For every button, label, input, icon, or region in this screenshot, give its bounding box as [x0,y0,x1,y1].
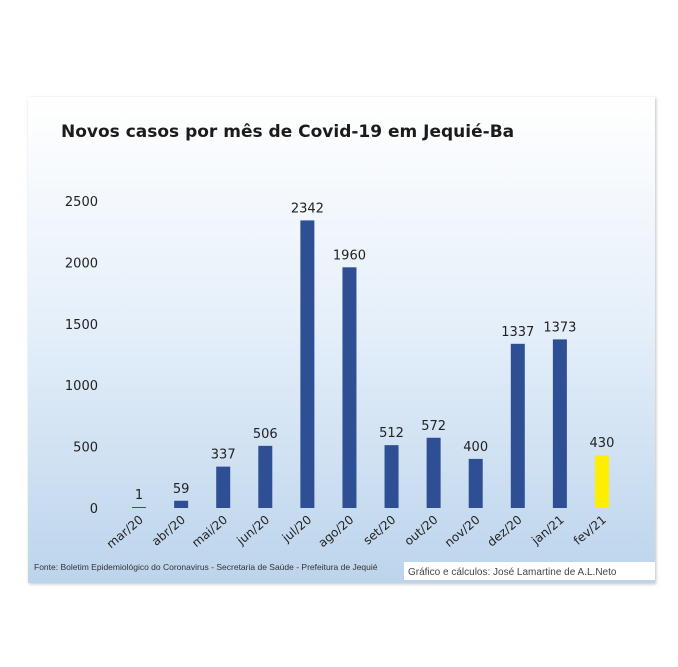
chart-title: Novos casos por mês de Covid-19 em Jequi… [61,122,514,142]
bar [510,343,525,508]
x-tick-label: mai/20 [189,513,230,551]
bar [468,458,483,508]
data-label: 430 [590,436,615,451]
x-tick-label: jun/20 [233,513,272,549]
bar [132,507,147,508]
bar [552,339,567,508]
x-tick-label: out/20 [402,513,441,549]
chart-panel: Novos casos por mês de Covid-19 em Jequi… [28,97,655,583]
y-tick-label: 2500 [65,195,98,210]
bar-chart: Novos casos por mês de Covid-19 em Jequi… [34,122,655,580]
y-tick-label: 0 [90,502,98,517]
x-tick-label: abr/20 [149,513,188,549]
x-tick-label: mar/20 [104,513,146,552]
data-label: 506 [253,427,278,442]
data-label: 59 [173,482,190,497]
bar [426,437,441,508]
x-tick-label: fev/21 [571,513,609,548]
y-axis-ticks: 0 500 1000 1500 2000 2500 [65,195,98,517]
y-tick-label: 1500 [65,318,98,333]
data-label: 1373 [543,320,576,335]
credit-box [404,562,655,580]
y-tick-label: 500 [73,441,98,456]
x-tick-label: jan/21 [528,513,567,549]
bar [174,500,189,508]
data-labels-group: 1 59 337 506 2342 1960 512 572 400 1337 1373 430 [135,201,614,503]
bar [216,466,231,508]
bar [258,445,273,508]
data-label: 400 [463,440,488,455]
bar [300,220,315,508]
bar [594,455,609,508]
y-tick-label: 1000 [65,379,98,394]
data-label: 512 [379,426,404,441]
source-note: Fonte: Boletim Epidemiológico do Coronav… [34,562,378,572]
x-tick-label: dez/20 [485,513,525,550]
data-label: 337 [211,448,236,463]
data-label: 1 [135,488,143,503]
data-label: 1960 [333,248,366,263]
x-tick-label: set/20 [361,513,399,548]
bar [384,445,399,508]
y-tick-label: 2000 [65,256,98,271]
data-label: 572 [421,419,446,434]
x-tick-label: nov/20 [442,513,483,550]
x-axis-ticks: mar/20 abr/20 mai/20 jun/20 jul/20 ago/20 set/… [104,513,609,552]
x-tick-label: ago/20 [316,513,357,550]
x-tick-label: jul/20 [279,513,314,546]
bars-group [132,220,609,508]
data-label: 2342 [291,201,324,216]
bar [342,267,357,508]
data-label: 1337 [501,325,534,340]
credit-note: Gráfico e cálculos: José Lamartine de A.… [408,567,617,578]
